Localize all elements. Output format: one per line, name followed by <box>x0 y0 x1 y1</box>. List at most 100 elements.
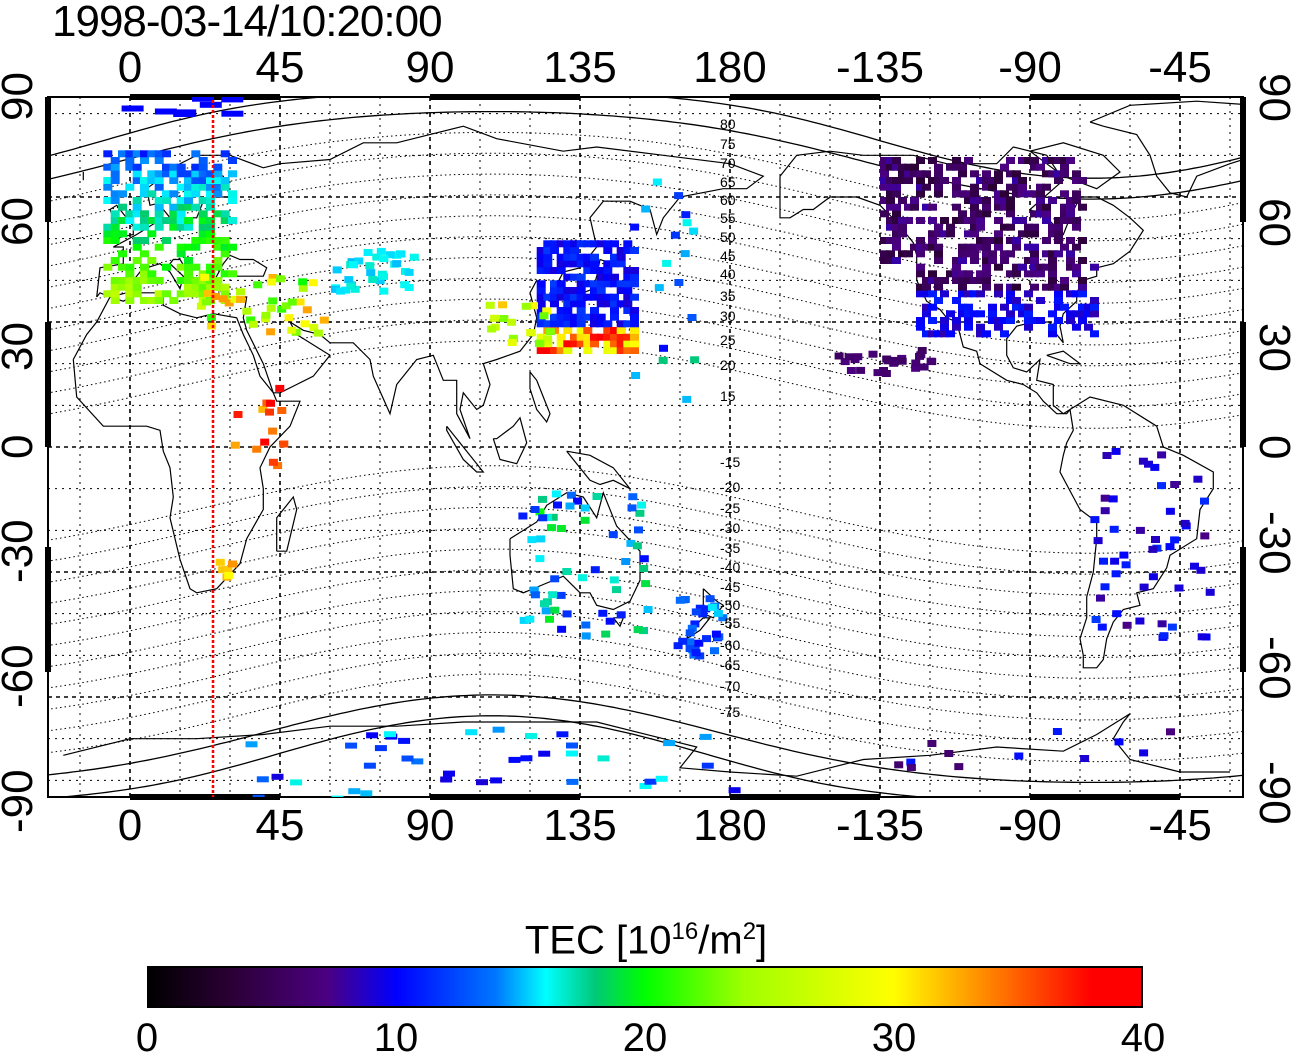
tec-cell <box>1024 290 1033 298</box>
tec-cell <box>958 277 967 284</box>
tec-cell <box>284 314 294 322</box>
tec-cell <box>132 197 142 204</box>
tec-cell <box>1012 243 1021 251</box>
tec-cell <box>198 177 208 184</box>
tec-cell <box>184 263 193 271</box>
tec-cell <box>169 223 179 231</box>
tec-cell <box>1139 583 1149 591</box>
tec-cell <box>268 458 278 466</box>
contour-label: 75 <box>720 136 736 152</box>
tec-cell <box>934 183 943 191</box>
tec-cell <box>147 170 157 178</box>
tec-cell <box>1024 223 1033 231</box>
tec-cell <box>1090 297 1099 304</box>
contour-label: -25 <box>720 500 740 516</box>
tec-cell <box>988 303 997 311</box>
tec-cell <box>556 320 566 328</box>
tec-cell <box>398 737 411 744</box>
tec-cell <box>218 566 228 574</box>
tec-cell <box>536 293 546 301</box>
tec-cell <box>556 731 569 738</box>
tec-cell <box>1030 263 1039 271</box>
contour-label: 35 <box>720 288 736 304</box>
tec-cell <box>910 170 919 178</box>
tec-cell <box>1060 277 1069 284</box>
tec-cell <box>1151 536 1160 543</box>
tec-cell <box>1030 283 1039 291</box>
tec-cell <box>590 287 599 294</box>
tec-cell <box>940 290 949 298</box>
tec-cell <box>970 310 979 318</box>
tec-cell <box>976 210 985 218</box>
tec-cell <box>964 243 973 251</box>
tec-cell <box>550 313 559 321</box>
tec-cell <box>1030 270 1039 278</box>
tec-cell <box>543 240 553 248</box>
tec-cell <box>566 750 578 757</box>
tec-cell <box>1157 451 1167 459</box>
tec-cell <box>1078 203 1087 211</box>
tec-cell <box>246 316 256 324</box>
tec-cell <box>271 773 284 780</box>
tec-cell <box>994 290 1003 298</box>
tec-cell <box>563 247 573 254</box>
tec-cell <box>198 183 208 191</box>
magnetic-contour <box>48 548 1243 638</box>
tec-cell <box>191 170 201 178</box>
tec-cell <box>169 217 179 224</box>
tec-cell <box>198 223 208 231</box>
tec-cell <box>616 280 626 288</box>
tec-cell <box>964 250 973 258</box>
tec-cell <box>1060 163 1069 171</box>
tec-cell <box>345 742 358 749</box>
tec-cell <box>245 741 258 748</box>
tec-cell <box>538 750 551 757</box>
tec-cell <box>616 327 626 334</box>
tec-cell <box>103 290 113 298</box>
tec-cell <box>1048 277 1057 284</box>
tec-cell <box>1018 263 1027 271</box>
tec-cell <box>1012 190 1021 198</box>
tec-cell <box>547 524 556 532</box>
tec-cell <box>952 183 961 191</box>
tec-cell <box>886 217 895 224</box>
tec-cell <box>1024 270 1033 278</box>
tec-cell <box>982 210 991 218</box>
tec-cell <box>952 323 961 331</box>
tec-cell <box>1018 177 1027 184</box>
tec-cell <box>946 230 955 238</box>
tec-cell <box>1100 507 1110 515</box>
tec-cell <box>934 163 943 171</box>
tec-cell <box>198 283 208 291</box>
y-tick-label-left: -60 <box>0 644 42 708</box>
tec-cell <box>125 297 135 304</box>
tec-cell <box>275 275 285 283</box>
tec-cell <box>898 177 907 184</box>
tec-cell <box>988 183 997 191</box>
tec-cell <box>1100 494 1110 502</box>
tec-cell <box>958 210 967 218</box>
tec-cell <box>886 257 895 264</box>
tec-cell <box>710 647 719 655</box>
tec-cell <box>1000 163 1009 171</box>
tec-cell <box>368 276 378 283</box>
tec-cell <box>1096 594 1105 602</box>
tec-cell <box>1042 283 1051 291</box>
tec-cell <box>550 575 560 583</box>
tec-cell <box>140 150 149 158</box>
tec-cell <box>536 287 546 294</box>
tec-cell <box>994 170 1003 178</box>
tec-cell <box>566 778 579 785</box>
tec-cell <box>911 359 921 367</box>
tec-cell <box>1072 190 1081 198</box>
tec-cell <box>616 253 626 261</box>
tec-cell <box>1048 270 1057 278</box>
tec-cell <box>630 273 639 281</box>
tec-cell <box>570 340 579 348</box>
tec-cell <box>1100 583 1110 591</box>
tec-cell <box>1084 310 1093 318</box>
tec-cell <box>581 621 591 629</box>
tec-cell <box>570 293 579 301</box>
tec-cell <box>1054 170 1063 178</box>
tec-cell <box>856 366 866 374</box>
